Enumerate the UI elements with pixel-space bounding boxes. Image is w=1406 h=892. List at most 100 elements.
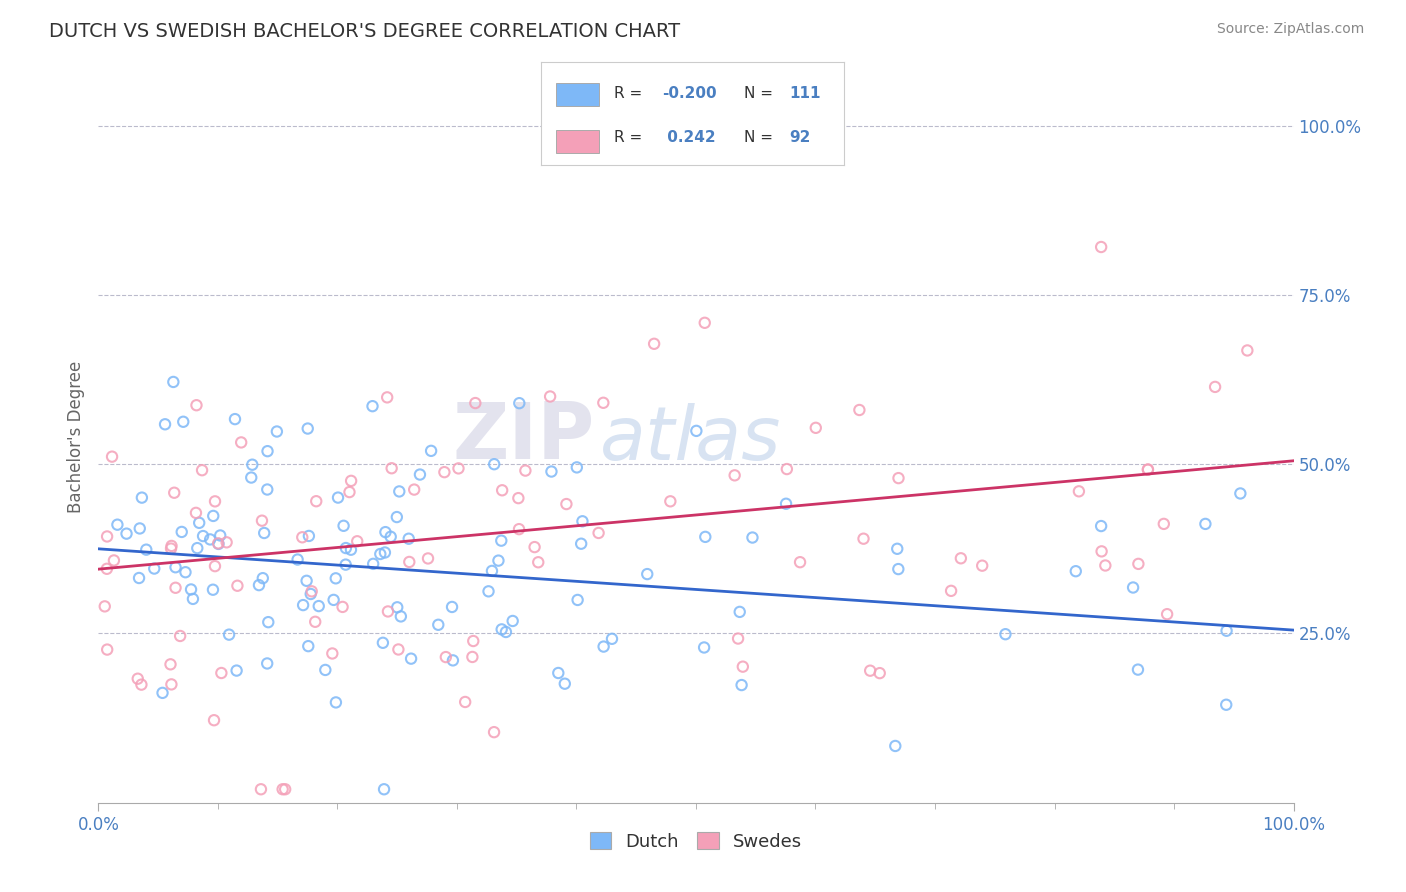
Point (804, 421, 827, 435)
Point (685, 424, 707, 438)
Point (389, 609, 412, 624)
Point (304, 615, 326, 629)
Point (159, 657, 181, 672)
Point (201, 582, 224, 597)
Point (447, 461, 470, 475)
Point (388, 484, 411, 499)
Point (287, 552, 309, 566)
Point (202, 508, 225, 523)
Point (297, 639, 319, 653)
Point (727, 632, 749, 646)
Point (508, 491, 530, 505)
Point (314, 663, 336, 677)
Point (1153, 516, 1175, 531)
Point (464, 396, 486, 410)
Text: Source: ZipAtlas.com: Source: ZipAtlas.com (1216, 22, 1364, 37)
Point (381, 461, 404, 475)
Point (441, 653, 464, 667)
Point (325, 571, 347, 585)
Point (257, 615, 280, 629)
Point (538, 389, 561, 403)
Point (305, 494, 328, 508)
Point (169, 629, 191, 643)
Point (204, 494, 226, 508)
Point (540, 465, 562, 479)
Point (332, 599, 354, 614)
Point (135, 542, 157, 557)
Point (1064, 564, 1087, 578)
Point (387, 642, 409, 657)
Point (886, 541, 908, 556)
Point (325, 695, 347, 709)
Point (659, 494, 682, 508)
Point (416, 551, 439, 566)
Point (398, 532, 420, 546)
Point (368, 547, 391, 561)
Point (274, 782, 297, 797)
Point (775, 497, 797, 511)
Point (482, 725, 505, 739)
Point (398, 555, 420, 569)
Point (186, 398, 208, 412)
Point (186, 541, 208, 555)
Point (508, 396, 530, 410)
Point (162, 375, 184, 389)
Point (291, 530, 314, 544)
Point (308, 599, 330, 613)
Point (1204, 380, 1226, 394)
Point (463, 634, 485, 648)
Point (409, 467, 432, 482)
Point (231, 435, 253, 450)
Point (160, 539, 183, 553)
Point (693, 640, 716, 655)
Point (170, 524, 193, 539)
Point (322, 593, 344, 607)
Point (160, 677, 183, 691)
Point (380, 530, 402, 544)
Y-axis label: Bachelor's Degree: Bachelor's Degree (66, 361, 84, 513)
Point (434, 650, 457, 665)
Point (741, 531, 763, 545)
Point (441, 599, 464, 614)
Point (128, 571, 150, 585)
Point (1156, 607, 1178, 622)
Point (554, 676, 576, 690)
Point (226, 579, 249, 593)
Text: N =: N = (744, 86, 773, 101)
Point (96, 562, 118, 576)
Point (361, 557, 384, 571)
Point (131, 678, 153, 692)
Point (454, 695, 477, 709)
Point (253, 526, 276, 541)
Point (198, 533, 221, 547)
Point (502, 614, 524, 628)
Point (600, 632, 623, 646)
Point (1194, 516, 1216, 531)
Point (1236, 343, 1258, 358)
Point (1126, 663, 1149, 677)
Point (569, 537, 592, 551)
Point (209, 528, 232, 542)
Point (481, 564, 503, 578)
Point (1128, 557, 1150, 571)
Point (404, 483, 426, 497)
Point (523, 540, 546, 554)
Point (887, 562, 910, 576)
Point (728, 605, 751, 619)
Point (592, 640, 614, 654)
Point (515, 464, 537, 478)
Point (339, 485, 361, 500)
Point (461, 649, 484, 664)
Point (1067, 484, 1090, 499)
Point (433, 465, 456, 479)
Point (420, 443, 443, 458)
Point (321, 647, 343, 661)
FancyBboxPatch shape (557, 83, 599, 105)
Point (375, 390, 398, 404)
Point (332, 518, 354, 533)
Point (180, 582, 202, 597)
Point (250, 782, 273, 797)
Point (165, 581, 187, 595)
Point (361, 399, 384, 413)
Point (373, 782, 395, 797)
